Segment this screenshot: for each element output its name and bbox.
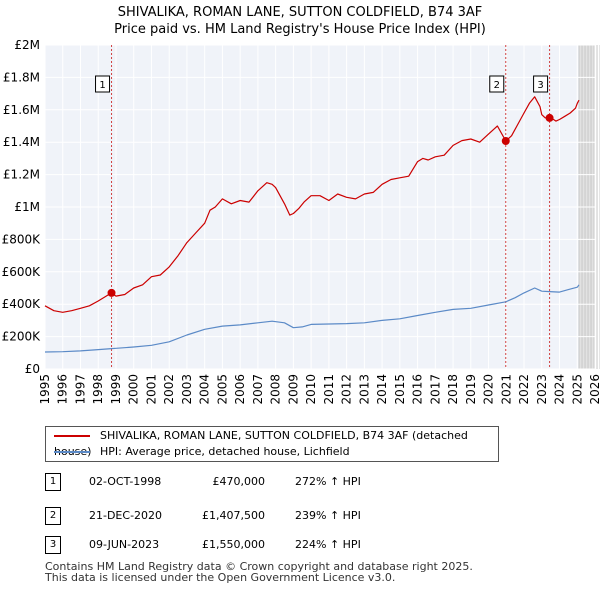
legend-item-property: SHIVALIKA, ROMAN LANE, SUTTON COLDFIELD,… xyxy=(54,428,498,458)
x-tick-label: 2020 xyxy=(482,374,496,405)
x-tick-label: 2006 xyxy=(233,374,247,405)
x-tick-label: 2017 xyxy=(428,374,442,405)
sale-label: 1 xyxy=(99,80,105,91)
y-tick-label: £1.2M xyxy=(3,168,40,182)
x-tick-label: 2004 xyxy=(198,374,212,405)
x-tick-label: 2019 xyxy=(464,374,478,405)
x-tick-label: 2025 xyxy=(570,374,584,405)
legend-label-hpi: HPI: Average price, detached house, Lich… xyxy=(100,445,350,458)
x-tick-label: 2010 xyxy=(304,374,318,405)
x-tick-label: 2026 xyxy=(588,374,600,405)
x-tick-label: 2023 xyxy=(535,374,549,405)
legend-swatch-hpi xyxy=(54,451,90,453)
y-tick-label: £1.6M xyxy=(3,103,40,117)
sale-label: 2 xyxy=(494,80,500,91)
sale-label-box xyxy=(489,75,505,93)
sale-hpi-change: 272% ↑ HPI xyxy=(295,475,361,488)
legend-item-hpi: HPI: Average price, detached house, Lich… xyxy=(54,444,350,460)
sale-date: 02-OCT-1998 xyxy=(89,475,162,488)
table-row: 3 09-JUN-2023 £1,550,000 224% ↑ HPI xyxy=(45,536,445,554)
x-tick-label: 2024 xyxy=(553,374,567,405)
legend-swatch-property xyxy=(54,435,90,437)
y-tick-label: £400K xyxy=(2,297,42,311)
x-tick-label: 2015 xyxy=(393,374,407,405)
chart-title-block: SHIVALIKA, ROMAN LANE, SUTTON COLDFIELD,… xyxy=(0,4,600,38)
x-tick-label: 2005 xyxy=(215,374,229,405)
sale-number-badge: 1 xyxy=(45,473,61,491)
x-tick-label: 2001 xyxy=(144,374,158,405)
chart-subtitle: Price paid vs. HM Land Registry's House … xyxy=(114,22,486,37)
y-tick-label: £0 xyxy=(25,362,40,376)
sale-hpi-change: 224% ↑ HPI xyxy=(295,538,361,551)
x-tick-label: 2003 xyxy=(180,374,194,405)
sale-hpi-change: 239% ↑ HPI xyxy=(295,509,361,522)
x-tick-label: 2012 xyxy=(340,374,354,405)
x-tick-label: 2016 xyxy=(411,374,425,405)
property-price-line xyxy=(44,96,580,313)
sale-label: 3 xyxy=(537,80,543,91)
x-tick-label: 2008 xyxy=(269,374,283,405)
sale-number-badge: 3 xyxy=(45,536,61,554)
sale-number-badge: 2 xyxy=(45,507,61,525)
x-tick-label: 1999 xyxy=(109,374,123,405)
y-tick-label: £200K xyxy=(2,330,42,344)
y-tick-label: £1.8M xyxy=(3,70,40,84)
x-tick-label: 2018 xyxy=(446,374,460,405)
x-tick-label: 2007 xyxy=(251,374,265,405)
x-tick-label: 2022 xyxy=(517,374,531,405)
y-tick-label: £800K xyxy=(2,232,42,246)
footer-licence: This data is licensed under the Open Gov… xyxy=(45,571,396,584)
x-tick-label: 2002 xyxy=(162,374,176,405)
sale-price: £1,550,000 xyxy=(202,538,265,551)
y-tick-label: £2M xyxy=(14,38,40,52)
x-tick-label: 2009 xyxy=(286,374,300,405)
x-tick-label: 2021 xyxy=(499,374,513,405)
price-chart: £0 £200K £400K £600K £800K £1M £1.2M £1.4M £1.6M… xyxy=(2,38,600,405)
x-tick-label: 2000 xyxy=(127,374,141,405)
footer-copyright: Contains HM Land Registry data © Crown c… xyxy=(45,560,473,573)
sale-point xyxy=(545,113,554,122)
sale-label-box xyxy=(533,75,549,93)
x-tick-label: 2011 xyxy=(322,374,336,405)
chart-title: SHIVALIKA, ROMAN LANE, SUTTON COLDFIELD,… xyxy=(117,5,483,20)
hpi-line xyxy=(44,284,580,353)
x-tick-label: 1995 xyxy=(38,374,52,405)
y-tick-label: £600K xyxy=(2,265,42,279)
x-tick-label: 1998 xyxy=(91,374,105,405)
sale-point xyxy=(501,136,510,145)
table-row: 1 02-OCT-1998 £470,000 272% ↑ HPI xyxy=(45,473,445,491)
footer-attribution: Contains HM Land Registry data © Crown c… xyxy=(45,561,473,583)
sale-date: 21-DEC-2020 xyxy=(89,509,163,522)
table-row: 2 21-DEC-2020 £1,407,500 239% ↑ HPI xyxy=(45,507,445,525)
sale-price: £470,000 xyxy=(212,475,266,488)
y-tick-label: £1.4M xyxy=(3,135,40,149)
x-tick-label: 1996 xyxy=(56,374,70,405)
sale-point xyxy=(107,288,116,297)
x-tick-label: 2013 xyxy=(357,374,371,405)
sale-label-box xyxy=(95,75,111,93)
sale-date: 09-JUN-2023 xyxy=(89,538,160,551)
x-tick-label: 2014 xyxy=(375,374,389,405)
x-tick-label: 1997 xyxy=(73,374,87,405)
y-tick-label: £1M xyxy=(14,200,40,214)
sale-price: £1,407,500 xyxy=(202,509,265,522)
chart-legend: SHIVALIKA, ROMAN LANE, SUTTON COLDFIELD,… xyxy=(45,426,499,462)
